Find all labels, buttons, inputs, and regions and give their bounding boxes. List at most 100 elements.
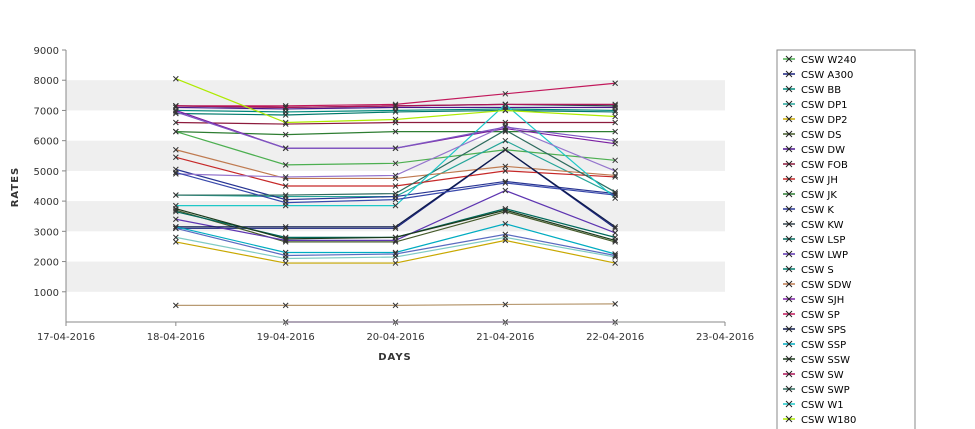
legend-item: CSW DP1	[783, 100, 848, 111]
legend-label: CSW KW	[801, 220, 844, 231]
legend-item: CSW DS	[783, 130, 841, 141]
series-unnamed-26	[172, 301, 619, 309]
legend-label: CSW DS	[801, 130, 841, 141]
legend-label: CSW W240	[801, 55, 856, 66]
data-point	[502, 220, 509, 227]
data-point	[612, 101, 619, 108]
series-layer	[172, 75, 619, 325]
legend-label: CSW LSP	[801, 235, 845, 246]
data-point	[612, 237, 619, 244]
legend-item: CSW SP	[783, 310, 840, 321]
legend-box	[776, 49, 916, 429]
x-tick-label: 21-04-2016	[476, 332, 534, 343]
data-point	[282, 161, 289, 168]
legend-item: CSW KW	[783, 220, 844, 231]
legend-item: CSW SJH	[783, 295, 844, 306]
legend-item: CSW SSW	[783, 355, 850, 366]
legend-label: CSW JK	[801, 190, 837, 201]
data-point	[392, 109, 399, 115]
y-tick-label: 4000	[34, 197, 59, 208]
data-point	[612, 119, 619, 126]
data-point	[172, 103, 179, 109]
data-point	[392, 160, 399, 167]
series-unnamed-28	[172, 234, 619, 262]
y-tick-label: 3000	[34, 227, 59, 238]
data-point	[172, 234, 179, 241]
data-point	[502, 90, 509, 97]
data-point	[172, 239, 179, 245]
series-csw-w180	[172, 75, 619, 126]
grid-band	[66, 261, 725, 292]
data-point	[612, 172, 619, 179]
legend-item: CSW K	[783, 205, 834, 216]
legend-label: CSW SDW	[801, 280, 851, 291]
legend-item: CSW JH	[783, 175, 838, 186]
legend-label: CSW SPS	[801, 325, 846, 336]
y-tick-label: 5000	[34, 167, 59, 178]
data-point	[612, 109, 619, 115]
legend-label: CSW DP1	[801, 100, 848, 111]
data-point	[612, 223, 619, 230]
y-tick-label: 9000	[34, 46, 59, 57]
legend-label: CSW S	[801, 265, 834, 276]
legend-item: CSW LSP	[783, 235, 845, 246]
legend-item: CSW LWP	[783, 250, 848, 261]
data-point	[612, 192, 619, 198]
data-point	[612, 80, 619, 87]
y-tick-label: 2000	[34, 258, 59, 269]
data-point	[172, 109, 179, 115]
x-tick-label: 22-04-2016	[586, 332, 644, 343]
data-point	[282, 192, 289, 198]
legend-label: CSW SSP	[801, 340, 846, 351]
y-tick-label: 6000	[34, 137, 59, 148]
legend-label: CSW DW	[801, 145, 845, 156]
data-point	[392, 202, 399, 209]
legend-item: CSW SPS	[783, 325, 846, 336]
x-tick-label: 20-04-2016	[366, 332, 424, 343]
data-point	[502, 124, 509, 130]
x-tick-label: 23-04-2016	[696, 332, 754, 343]
data-point	[502, 231, 509, 238]
data-point	[392, 190, 399, 197]
data-point	[172, 119, 179, 126]
data-point	[612, 260, 619, 266]
data-point	[612, 252, 619, 259]
data-point	[392, 234, 399, 241]
data-point	[502, 207, 509, 214]
legend-item: CSW S	[783, 265, 834, 276]
legend-label: CSW SWP	[801, 385, 850, 396]
legend-item: CSW SDW	[783, 280, 851, 291]
data-point	[282, 223, 289, 230]
data-point	[282, 174, 289, 180]
legend-label: CSW SSW	[801, 355, 850, 366]
legend-label: CSW W1	[801, 400, 844, 411]
legend-label: CSW LWP	[801, 250, 848, 261]
data-point	[612, 225, 619, 232]
legend-label: CSW BB	[801, 85, 841, 96]
legend: CSW W240 CSW A300 CSW BB CSW DP1 CSW DP2 CSW …	[776, 49, 916, 429]
data-point	[282, 131, 289, 138]
series-csw-sdw	[172, 146, 619, 182]
legend-label: CSW W180	[801, 415, 856, 426]
legend-item: CSW DP2	[783, 115, 848, 126]
y-axis-ticks: 1000 2000 3000 4000 5000 6000 7000 8000 9000	[34, 46, 66, 299]
legend-item: CSW W180	[783, 415, 856, 426]
legend-item: CSW W240	[783, 55, 856, 66]
data-point	[282, 302, 289, 309]
data-point	[502, 101, 509, 108]
data-point	[172, 146, 179, 153]
data-point	[612, 168, 619, 174]
data-point	[172, 128, 179, 135]
data-point	[282, 260, 289, 266]
x-tick-label: 17-04-2016	[37, 332, 95, 343]
data-point	[612, 128, 619, 135]
data-point	[282, 145, 289, 152]
legend-item: CSW SWP	[783, 385, 850, 396]
data-point	[612, 229, 619, 236]
legend-label: CSW FOB	[801, 160, 848, 171]
x-tick-label: 18-04-2016	[147, 332, 205, 343]
legend-label: CSW SP	[801, 310, 840, 321]
data-point	[502, 137, 509, 144]
legend-item: CSW A300	[783, 70, 853, 81]
data-point	[282, 236, 289, 242]
